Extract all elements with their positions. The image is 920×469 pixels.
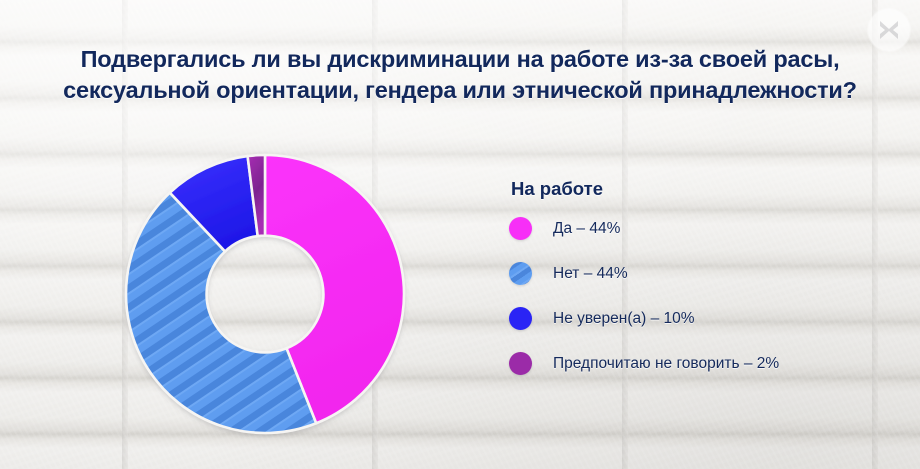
donut-chart (124, 152, 406, 436)
legend-item-no[interactable]: Нет – 44% (509, 261, 879, 286)
legend-label-prefer-not-to-say: Предпочитаю не говорить – 2% (553, 355, 780, 372)
legend-swatch-prefer-not-to-say (509, 352, 532, 375)
chart-legend: На работе Да – 44% Нет – 44% Не уверен(а… (509, 178, 879, 376)
legend-item-prefer-not-to-say[interactable]: Предпочитаю не говорить – 2% (509, 351, 879, 376)
legend-swatch-unsure (509, 307, 532, 330)
donut-chart-svg (124, 153, 406, 435)
donut-slice-prefer-not-to-say[interactable] (246, 153, 267, 238)
legend-label-yes: Да – 44% (553, 220, 621, 237)
legend-label-unsure: Не уверен(а) – 10% (553, 310, 695, 327)
legend-heading: На работе (511, 178, 603, 199)
page-title: Подвергались ли вы дискриминации на рабо… (63, 46, 857, 103)
legend-swatch-no (509, 262, 532, 285)
legend-item-unsure[interactable]: Не уверен(а) – 10% (509, 306, 879, 331)
legend-swatch-yes (509, 217, 532, 240)
donut-slice-yes[interactable] (263, 153, 406, 425)
x-watermark-icon (880, 21, 898, 39)
legend-label-no: Нет – 44% (553, 265, 628, 282)
donut-slice-no[interactable] (124, 191, 318, 435)
brand-watermark-logo (868, 9, 910, 51)
legend-item-yes[interactable]: Да – 44% (509, 216, 879, 241)
